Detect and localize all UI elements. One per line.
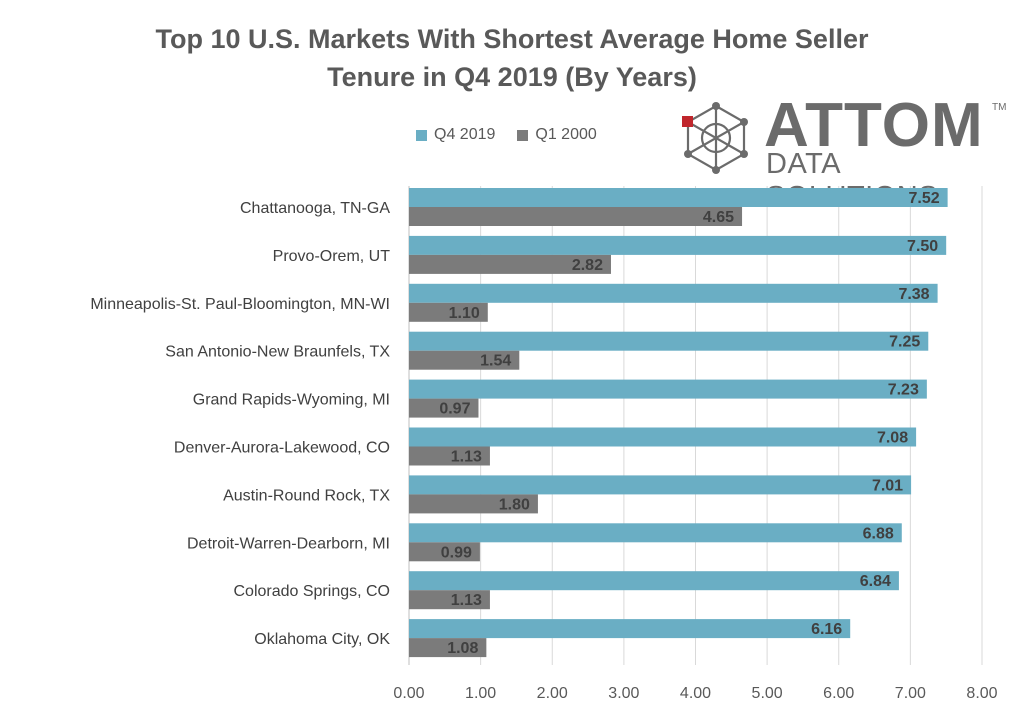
data-label: 0.99 (441, 544, 472, 561)
bar-q4-2019 (409, 331, 929, 351)
bar-q4-2019 (409, 235, 947, 255)
data-label: 1.08 (447, 640, 478, 657)
category-label: San Antonio-New Braunfels, TX (165, 344, 390, 361)
data-label: 1.13 (451, 592, 482, 609)
data-label: 6.16 (811, 621, 842, 638)
data-label: 7.08 (877, 430, 908, 447)
bar-q4-2019 (409, 475, 912, 495)
data-label: 7.50 (907, 238, 938, 255)
legend-swatch-q1-2000 (517, 129, 529, 141)
bar-q4-2019 (409, 379, 927, 399)
data-label: 7.23 (888, 382, 919, 399)
category-label: Detroit-Warren-Dearborn, MI (187, 535, 390, 552)
data-label: 1.10 (449, 305, 480, 322)
x-tick-label: 6.00 (823, 685, 854, 702)
logo-network-icon (682, 102, 748, 174)
logo-trademark: TM (992, 102, 1007, 113)
legend-item-q4-2019: Q4 2019 (416, 126, 495, 144)
data-label: 0.97 (439, 401, 470, 418)
x-tick-label: 5.00 (752, 685, 783, 702)
bar-q1-2000 (409, 254, 611, 274)
legend-label-q1-2000: Q1 2000 (535, 126, 597, 143)
bar-q4-2019 (409, 619, 851, 639)
legend-item-q1-2000: Q1 2000 (517, 126, 597, 144)
data-label: 1.13 (451, 449, 482, 466)
category-label: Provo-Orem, UT (273, 248, 391, 265)
data-label: 7.38 (898, 286, 929, 303)
x-tick-label: 1.00 (465, 685, 496, 702)
category-label: Denver-Aurora-Lakewood, CO (174, 440, 390, 457)
x-tick-label: 0.00 (393, 685, 424, 702)
data-label: 4.65 (703, 209, 734, 226)
legend-swatch-q4-2019 (416, 129, 427, 141)
bar-q1-2000 (409, 590, 490, 610)
x-tick-label: 8.00 (966, 685, 997, 702)
legend-label-q4-2019: Q4 2019 (434, 126, 496, 143)
attom-logo: ATTOM TM DATA SOLUTIONS (676, 91, 1016, 213)
category-label: Oklahoma City, OK (254, 631, 390, 648)
category-label: Minneapolis-St. Paul-Bloomington, MN-WI (90, 296, 390, 313)
bar-q4-2019 (409, 571, 899, 591)
category-label: Colorado Springs, CO (233, 583, 390, 600)
bar-q1-2000 (409, 494, 538, 514)
bar-q1-2000 (409, 542, 480, 562)
data-label: 7.25 (889, 334, 920, 351)
bar-q1-2000 (409, 446, 490, 466)
data-label: 7.01 (872, 477, 903, 494)
x-tick-label: 4.00 (680, 685, 711, 702)
data-label: 1.80 (499, 496, 530, 513)
data-label: 2.82 (572, 257, 603, 274)
category-label: Chattanooga, TN-GA (240, 200, 390, 217)
chart-title-line-2: Tenure in Q4 2019 (By Years) (327, 62, 697, 92)
category-label: Austin-Round Rock, TX (223, 487, 390, 504)
chart-title-line-1: Top 10 U.S. Markets With Shortest Averag… (155, 24, 869, 54)
bar-q1-2000 (409, 398, 479, 418)
bar-q4-2019 (409, 427, 917, 447)
chart-legend: Q4 2019 Q1 2000 (416, 126, 619, 144)
data-label: 6.88 (863, 525, 894, 542)
bar-q1-2000 (409, 350, 520, 370)
data-label: 7.52 (908, 190, 939, 207)
bar-q4-2019 (409, 523, 902, 543)
x-tick-label: 7.00 (895, 685, 926, 702)
bar-q1-2000 (409, 302, 488, 322)
data-label: 1.54 (480, 353, 511, 370)
x-tick-label: 3.00 (608, 685, 639, 702)
data-label: 6.84 (860, 573, 891, 590)
category-label: Grand Rapids-Wyoming, MI (193, 392, 390, 409)
x-tick-label: 2.00 (537, 685, 568, 702)
chart-title: Top 10 U.S. Markets With Shortest Averag… (0, 20, 1024, 96)
bar-q1-2000 (409, 638, 487, 658)
logo-wordmark: ATTOM (764, 91, 984, 160)
bar-q4-2019 (409, 283, 938, 303)
bar-q4-2019 (409, 188, 948, 207)
bar-q1-2000 (409, 207, 743, 226)
